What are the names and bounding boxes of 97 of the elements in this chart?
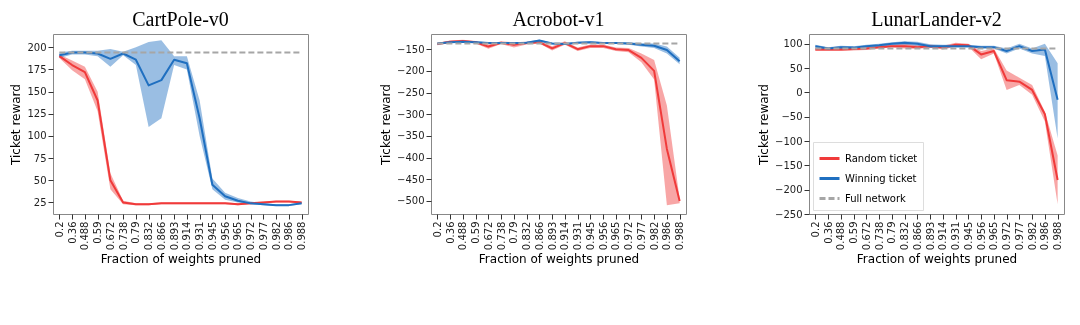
x-tick-label: 0.2	[809, 221, 821, 238]
line-series	[814, 41, 1059, 101]
x-tick-label: 0.986	[661, 221, 673, 251]
x-tick-label: 0.893	[546, 221, 558, 251]
x-tick-label: 0.965	[988, 221, 1000, 251]
x-tick-label: 0.36	[822, 221, 834, 244]
y-tick-label: −100	[775, 135, 803, 147]
y-tick-label: 75	[33, 152, 47, 164]
x-tick-label: 0.672	[860, 221, 872, 251]
y-tick-label: −450	[397, 173, 425, 185]
x-tick-label: 0.79	[508, 221, 520, 244]
x-axis-title: Fraction of weights pruned	[100, 252, 262, 267]
x-tick-label: 0.931	[194, 221, 206, 251]
y-tick-label: −50	[781, 111, 803, 123]
x-tick-label: 0.945	[584, 221, 596, 251]
x-tick-label: 0.79	[130, 221, 142, 244]
x-tick-label: 0.945	[206, 221, 218, 251]
y-tick-label: −250	[397, 87, 425, 99]
x-tick-label: 0.914	[937, 221, 949, 251]
x-tick-label: 0.866	[155, 221, 167, 251]
x-tick-label: 0.977	[1013, 221, 1025, 251]
y-tick-label: 50	[33, 174, 47, 186]
chart-title: CartPole-v0	[132, 8, 229, 30]
x-tick-label: 0.945	[962, 221, 974, 251]
y-tick-label: −250	[775, 208, 803, 220]
x-axis-title: Fraction of weights pruned	[478, 252, 640, 267]
x-tick-label: 0.982	[270, 221, 282, 251]
y-tick-label: −150	[775, 159, 803, 171]
y-tick-label: 25	[33, 196, 47, 208]
y-tick-label: −500	[397, 195, 425, 207]
y-axis-title: Ticket reward	[757, 84, 772, 166]
x-tick-label: 0.972	[1001, 221, 1013, 251]
y-tick-label: 150	[27, 86, 47, 98]
y-tick-label: −200	[775, 184, 803, 196]
x-tick-label: 0.965	[232, 221, 244, 251]
y-tick-label: −400	[397, 152, 425, 164]
y-tick-label: −150	[397, 43, 425, 55]
x-tick-label: 0.972	[623, 221, 635, 251]
x-tick-label: 0.738	[117, 221, 129, 251]
x-tick-label: 0.982	[1026, 221, 1038, 251]
legend-label: Full network	[845, 192, 907, 204]
x-tick-label: 0.988	[1052, 221, 1064, 251]
y-axis-title: Ticket reward	[9, 84, 24, 166]
x-tick-label: 0.977	[257, 221, 269, 251]
x-tick-label: 0.672	[104, 221, 116, 251]
x-tick-label: 0.2	[53, 221, 65, 238]
x-tick-label: 0.672	[482, 221, 494, 251]
x-tick-label: 0.988	[296, 221, 308, 251]
y-tick-label: 125	[27, 108, 47, 120]
x-tick-label: 0.956	[597, 221, 609, 251]
x-tick-label: 0.59	[848, 221, 860, 244]
y-tick-label: −300	[397, 108, 425, 120]
x-tick-label: 0.488	[457, 221, 469, 251]
y-tick-label: 0	[796, 86, 803, 98]
x-tick-label: 0.866	[911, 221, 923, 251]
x-tick-label: 0.832	[521, 221, 533, 251]
y-tick-label: 50	[789, 62, 803, 74]
chart-title: Acrobot-v1	[512, 8, 605, 30]
legend-label: Winning ticket	[845, 172, 917, 184]
x-tick-label: 0.914	[559, 221, 571, 251]
chart-title: LunarLander-v2	[871, 8, 1002, 30]
x-tick-label: 0.59	[92, 221, 104, 244]
x-tick-label: 0.931	[950, 221, 962, 251]
x-tick-label: 0.914	[181, 221, 193, 251]
x-tick-label: 0.738	[873, 221, 885, 251]
x-tick-label: 0.982	[648, 221, 660, 251]
x-tick-label: 0.488	[79, 221, 91, 251]
x-tick-label: 0.488	[835, 221, 847, 251]
y-axis-title: Ticket reward	[379, 84, 394, 166]
x-tick-label: 0.965	[610, 221, 622, 251]
legend-label: Random ticket	[845, 152, 918, 164]
x-tick-label: 0.36	[444, 221, 456, 244]
x-tick-label: 0.931	[572, 221, 584, 251]
x-tick-label: 0.893	[924, 221, 936, 251]
x-tick-label: 0.832	[143, 221, 155, 251]
x-tick-label: 0.977	[635, 221, 647, 251]
x-tick-label: 0.972	[245, 221, 257, 251]
x-tick-label: 0.986	[283, 221, 295, 251]
x-tick-label: 0.36	[66, 221, 78, 244]
x-tick-label: 0.986	[1039, 221, 1051, 251]
y-tick-label: −350	[397, 130, 425, 142]
x-tick-label: 0.79	[886, 221, 898, 244]
x-tick-label: 0.893	[168, 221, 180, 251]
y-tick-label: −200	[397, 65, 425, 77]
x-axis-title: Fraction of weights pruned	[856, 252, 1018, 267]
y-tick-label: 100	[783, 38, 803, 50]
y-tick-label: 175	[27, 63, 47, 75]
y-tick-label: 200	[27, 41, 47, 53]
x-tick-label: 0.956	[219, 221, 231, 251]
x-tick-label: 0.956	[975, 221, 987, 251]
x-tick-label: 0.738	[495, 221, 507, 251]
y-tick-label: 100	[27, 130, 47, 142]
x-tick-label: 0.866	[533, 221, 545, 251]
x-tick-label: 0.2	[431, 221, 443, 238]
x-tick-label: 0.832	[899, 221, 911, 251]
x-tick-label: 0.988	[674, 221, 686, 251]
x-tick-label: 0.59	[470, 221, 482, 244]
